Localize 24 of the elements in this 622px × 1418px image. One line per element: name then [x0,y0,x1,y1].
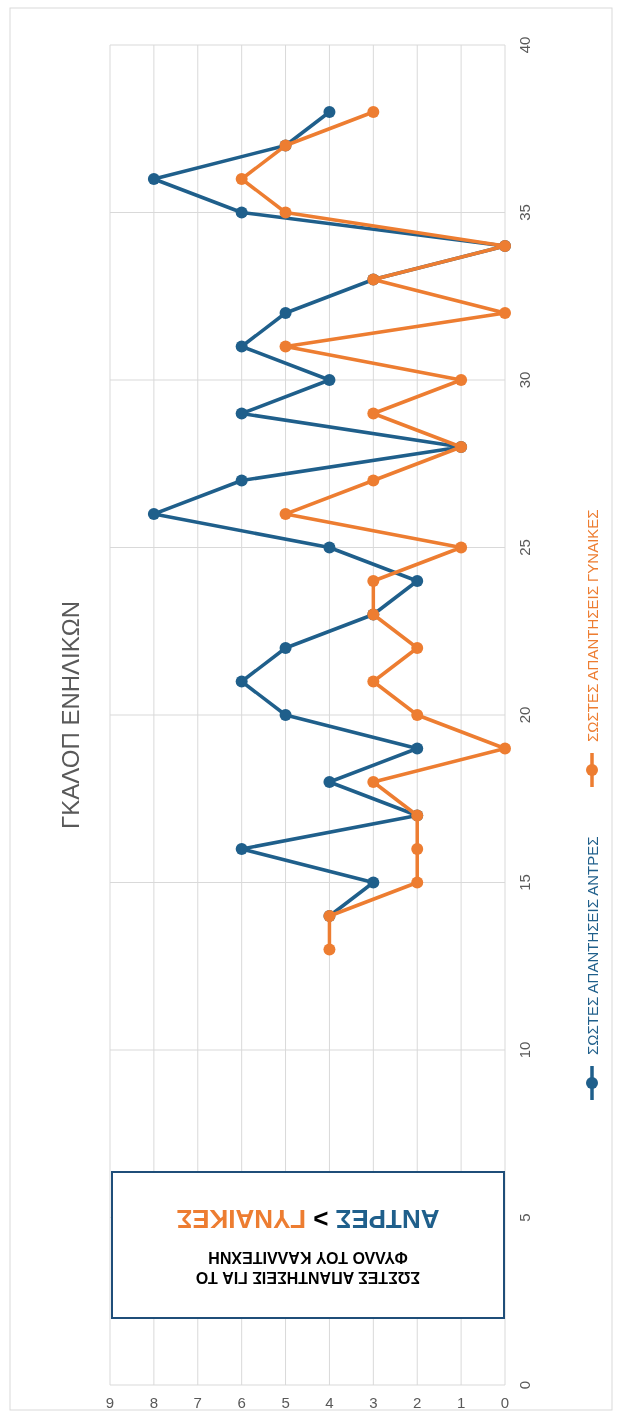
y-tick-label: 35 [515,204,533,221]
x-tick-label: 1 [456,1393,466,1411]
x-tick-label: 3 [369,1393,378,1411]
y-tick-label: 30 [515,371,533,389]
y-tick-label: 0 [515,1380,533,1390]
x-tick-label: 0 [500,1393,510,1411]
x-tick-label: 6 [237,1393,246,1411]
text: ΓΚΑΛΟΠ ΕΝΗΛΙΚΩΝ [56,600,84,830]
x-tick-label: 2 [413,1393,422,1411]
text: ΣΩΣΤΕΣ ΑΠΑΝΤΗΣΕΙΣ ΑΝΤΡΕΣ [583,836,601,1055]
text: ΣΩΣΤΕΣ ΑΠΑΝΤΗΣΕΙΣ ΓΥΝΑΙΚΕΣ [583,509,601,742]
y-tick-label: 20 [515,706,533,724]
y-tick-label: 10 [515,1041,533,1059]
x-tick-label: 4 [325,1393,334,1411]
x-tick-label: 7 [193,1393,202,1411]
y-tick-label: 15 [515,874,533,891]
annotation: ΑΝΤΡΕΣ > ΓΥΝΑΙΚΕΣ [176,1204,440,1234]
x-tick-label: 8 [149,1393,159,1411]
y-tick-label: 5 [515,1213,533,1222]
x-tick-label: 5 [281,1393,290,1411]
y-tick-label: 25 [515,539,533,556]
y-tick-label: 40 [515,36,533,54]
annotation: ΣΩΣΤΕΣ ΑΠΑΝΤΗΣΕΙΣ ΓΙΑ ΤΟ ΦΥΛΛΟ ΤΟΥ ΚΑΛΛΙΤΕΧΝΗ [195,1248,421,1286]
x-tick-label: 9 [105,1393,115,1411]
